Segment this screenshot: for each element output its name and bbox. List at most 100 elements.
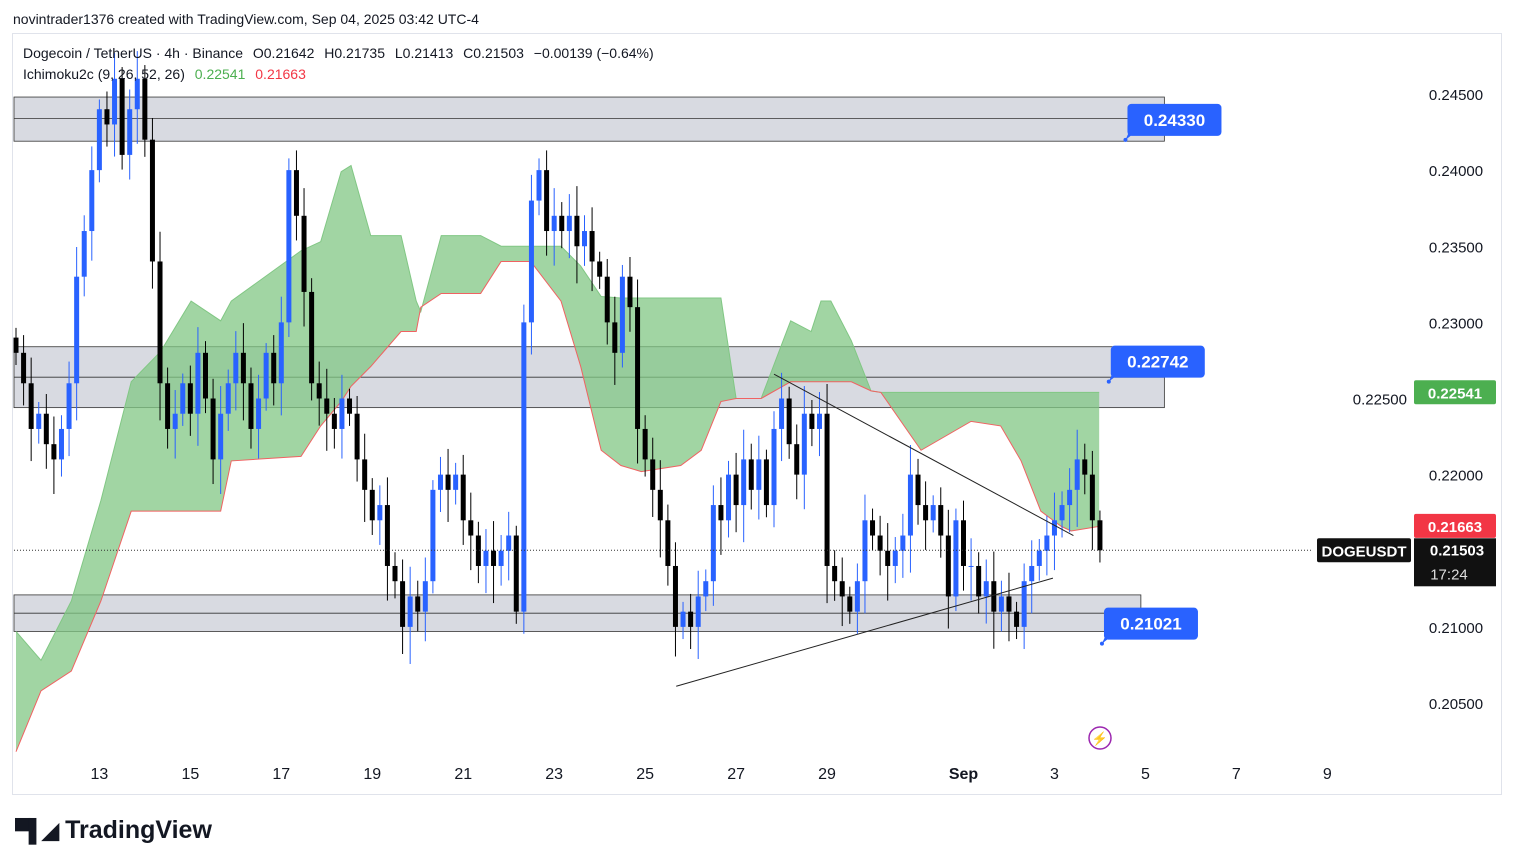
tradingview-logo[interactable]: ▀▌◢ TradingView xyxy=(15,816,212,845)
candle-body xyxy=(726,474,732,521)
x-tick-label: 5 xyxy=(1141,766,1150,783)
support-resistance-zone xyxy=(13,96,1165,142)
candle-body xyxy=(392,565,398,582)
candle-body xyxy=(74,276,80,384)
candle-body xyxy=(907,474,913,536)
price-label-text: 0.22541 xyxy=(1428,385,1482,402)
candle-body xyxy=(779,398,785,429)
candle-body xyxy=(528,200,534,323)
candle-body xyxy=(801,413,807,475)
candle-body xyxy=(551,215,557,232)
indicator-value-a: 0.22541 xyxy=(194,66,246,82)
candle-body xyxy=(248,383,254,429)
candle-body xyxy=(112,78,118,125)
candle-body xyxy=(347,398,353,414)
candle-body xyxy=(43,413,49,445)
tradingview-logo-icon: ▀▌◢ xyxy=(15,817,59,843)
candle-body xyxy=(1082,459,1088,475)
candle-body xyxy=(794,444,800,475)
x-tick-label: 9 xyxy=(1323,766,1332,783)
candle-body xyxy=(566,215,572,232)
candle-body xyxy=(604,276,610,323)
y-tick-label: 0.22000 xyxy=(1429,468,1483,485)
candle-body xyxy=(695,596,701,627)
candle-body xyxy=(710,505,716,582)
candle-body xyxy=(589,231,595,262)
candle-body xyxy=(854,581,860,612)
candle-body xyxy=(824,413,830,566)
ichimoku-cloud xyxy=(16,165,1100,752)
candle-body xyxy=(619,276,625,353)
candle-body xyxy=(271,352,277,384)
candle-body xyxy=(13,337,19,353)
candle-body xyxy=(672,565,678,627)
candle-body xyxy=(1014,611,1020,627)
x-tick-label: 13 xyxy=(90,766,108,783)
price-label-text: 0.21663 xyxy=(1428,519,1482,536)
candle-body xyxy=(763,459,769,506)
candle-body xyxy=(28,383,34,429)
candle-body xyxy=(771,428,777,506)
candle-body xyxy=(233,352,239,384)
candle-body xyxy=(437,474,443,490)
symbol-tag xyxy=(1317,538,1411,563)
chart-frame[interactable]: 0.24330 0.22742 0.21021 0.24500 0.24000 0.235… xyxy=(12,33,1502,795)
candle-body xyxy=(119,78,125,155)
candle-body xyxy=(468,520,474,536)
candle-body xyxy=(915,474,921,506)
candle-body xyxy=(354,413,360,460)
bar-countdown: 17:24 xyxy=(1430,566,1468,583)
candle-body xyxy=(203,352,208,399)
candle-body xyxy=(816,413,822,429)
candle-body xyxy=(286,170,292,323)
indicator-name: Ichimoku2c (9, 26, 52, 26) xyxy=(23,66,185,82)
candle-body xyxy=(134,78,140,110)
ohlc-high: H0.21735 xyxy=(324,45,385,61)
trendline xyxy=(773,373,1074,536)
candle-body xyxy=(149,139,155,262)
candle-body xyxy=(498,550,504,566)
candle-body xyxy=(832,565,838,582)
candle-body xyxy=(240,352,246,384)
candle-body xyxy=(1097,520,1103,551)
candle-body xyxy=(256,398,262,429)
candle-body xyxy=(642,428,648,460)
candle-body xyxy=(559,215,565,232)
candle-body xyxy=(756,459,762,490)
candle-body xyxy=(142,78,148,140)
candle-body xyxy=(1059,505,1065,521)
candle-body xyxy=(870,520,876,536)
candle-body xyxy=(475,535,481,566)
candle-body xyxy=(923,505,929,521)
price-chart[interactable]: 0.24330 0.22742 0.21021 0.24500 0.24000 0.235… xyxy=(13,34,1501,794)
candle-body xyxy=(309,291,315,384)
candle-body xyxy=(36,413,42,429)
candle-body xyxy=(66,383,72,429)
candle-body xyxy=(21,352,27,384)
candle-body xyxy=(172,413,178,429)
chart-credit: novintrader1376 created with TradingView… xyxy=(13,11,479,27)
candle-body xyxy=(976,565,982,597)
candle-body xyxy=(81,231,87,277)
candle-body xyxy=(407,596,413,627)
candle-body xyxy=(847,596,853,612)
trendline xyxy=(676,577,1054,687)
candle-body xyxy=(862,520,868,582)
x-tick-label: 7 xyxy=(1232,766,1241,783)
candle-body xyxy=(968,565,974,567)
candle-body xyxy=(1044,535,1050,551)
ohlc-low: L0.21413 xyxy=(394,45,454,61)
candle-body xyxy=(521,322,527,612)
candle-body xyxy=(400,581,406,627)
y-tick-label: 0.24000 xyxy=(1429,163,1483,180)
candle-body xyxy=(635,307,641,429)
candle-body xyxy=(900,535,906,551)
candle-body xyxy=(885,550,891,566)
candle-body xyxy=(650,459,656,490)
candle-body xyxy=(225,383,231,414)
candle-body xyxy=(930,505,936,521)
candle-body xyxy=(506,535,512,551)
candle-body xyxy=(460,474,466,521)
price-callout-label: 0.22742 xyxy=(1127,353,1188,372)
candle-body xyxy=(362,459,368,490)
